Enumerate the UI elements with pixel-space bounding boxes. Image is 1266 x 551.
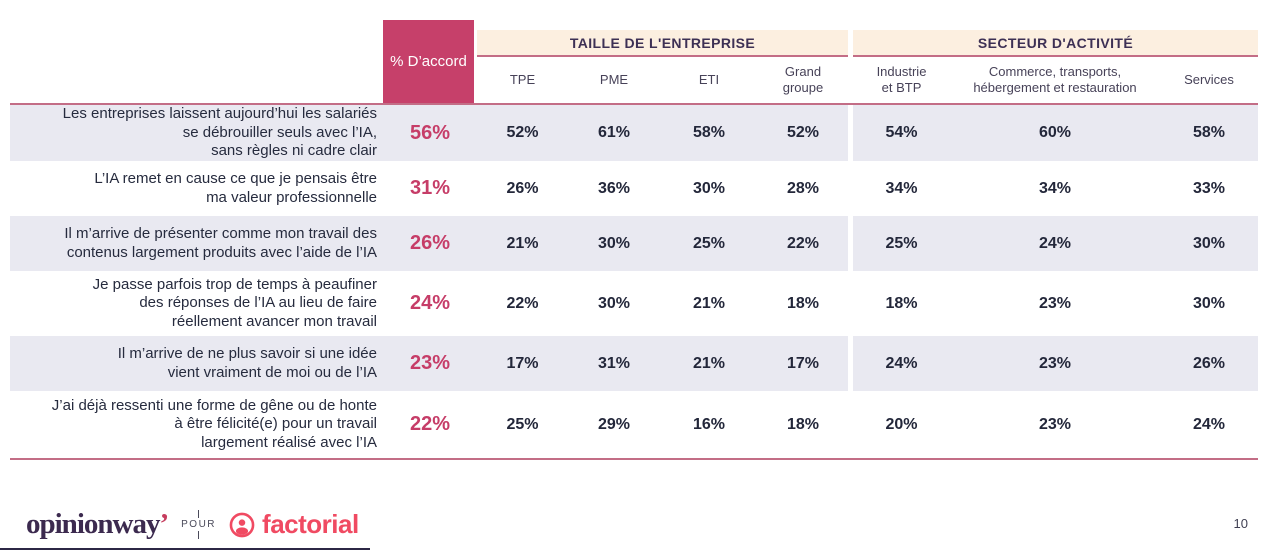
cell-value-pme: 61% [568, 105, 660, 161]
accord-value: 56% [383, 105, 477, 161]
table-row: Les entreprises laissent aujourd’hui les… [10, 105, 1258, 161]
cell-value-commerce: 24% [950, 216, 1160, 271]
table-row: J’ai déjà ressenti une forme de gêne ou … [10, 391, 1258, 460]
cell-value-tpe: 17% [477, 336, 568, 391]
cell-value-commerce: 23% [1038, 294, 1072, 312]
table-row: Je passe parfois trop de temps à peaufin… [10, 271, 1258, 336]
table-row: Il m’arrive de présenter comme mon trava… [10, 216, 1258, 271]
footer-logos: opinionway’ POUR factorial [26, 508, 359, 541]
cell-value-services: 26% [1160, 336, 1258, 391]
cell-value-eti: 16% [692, 415, 726, 433]
table-header: % D’accord TAILLE DE L'ENTREPRISE TPE PM… [10, 20, 1258, 105]
pour-divider: POUR [181, 510, 216, 539]
column-header-tpe: TPE [509, 72, 536, 87]
row-statement: Les entreprises laissent aujourd’hui les… [10, 105, 383, 161]
group-gap [848, 216, 853, 271]
survey-data-table: % D’accord TAILLE DE L'ENTREPRISE TPE PM… [10, 20, 1258, 460]
group-gap [848, 336, 853, 391]
group-gap [848, 105, 853, 161]
cell-value-pme: 30% [568, 216, 660, 271]
accord-value: 23% [383, 336, 477, 391]
row-statement: Je passe parfois trop de temps à peaufin… [92, 275, 377, 330]
cell-value-pme: 31% [568, 336, 660, 391]
cell-value-eti: 21% [660, 336, 758, 391]
cell-value-commerce: 23% [1038, 415, 1072, 433]
table-row: Il m’arrive de ne plus savoir si une idé… [10, 336, 1258, 391]
cell-value-grand-groupe: 18% [786, 415, 820, 433]
cell-value-commerce: 60% [950, 105, 1160, 161]
page-number: 10 [1233, 516, 1248, 531]
opinionway-logo: opinionway’ [26, 508, 169, 541]
cell-value-industrie: 54% [853, 105, 950, 161]
cell-value-eti: 30% [692, 179, 726, 197]
cell-value-industrie: 20% [885, 415, 918, 433]
column-header-pme: PME [599, 72, 629, 87]
column-header-eti: ETI [698, 72, 720, 87]
row-statement: Il m’arrive de présenter comme mon trava… [10, 216, 383, 271]
column-header-grand-groupe: Grand groupe [782, 64, 824, 95]
cell-value-tpe: 22% [506, 294, 539, 312]
cell-value-grand-groupe: 18% [786, 294, 820, 312]
accord-value: 24% [409, 292, 451, 314]
cell-value-tpe: 25% [506, 415, 539, 433]
factorial-person-icon [229, 512, 255, 538]
accord-column-header: % D’accord [383, 20, 477, 103]
cell-value-tpe: 26% [506, 179, 539, 197]
opinionway-accent-mark: ’ [159, 508, 169, 540]
footer-bottom-rule [0, 548, 370, 550]
cell-value-industrie: 24% [853, 336, 950, 391]
table-body: Les entreprises laissent aujourd’hui les… [10, 105, 1258, 460]
divider-tick-top [198, 510, 200, 518]
divider-tick-bottom [198, 531, 200, 539]
cell-value-tpe: 52% [477, 105, 568, 161]
opinionway-wordmark: opinionway [26, 508, 160, 540]
group-title-company-size: TAILLE DE L'ENTREPRISE [477, 30, 848, 57]
group-title-sector: SECTEUR D'ACTIVITÉ [853, 30, 1258, 57]
cell-value-services: 58% [1160, 105, 1258, 161]
cell-value-services: 24% [1192, 415, 1226, 433]
cell-value-pme: 29% [597, 415, 631, 433]
row-statement: J’ai déjà ressenti une forme de gêne ou … [51, 396, 377, 451]
cell-value-services: 30% [1160, 216, 1258, 271]
column-header-industrie: Industrie et BTP [876, 64, 927, 95]
accord-value: 31% [409, 177, 451, 199]
row-statement: Il m’arrive de ne plus savoir si une idé… [10, 336, 383, 391]
column-header-services: Services [1184, 72, 1234, 87]
cell-value-commerce: 23% [950, 336, 1160, 391]
cell-value-services: 33% [1192, 179, 1226, 197]
subheader-row-company-size: TPE PME ETI Grand groupe [477, 57, 848, 103]
cell-value-tpe: 21% [477, 216, 568, 271]
column-group-sector: SECTEUR D'ACTIVITÉ Industrie et BTP Comm… [853, 20, 1258, 103]
row-statement: L’IA remet en cause ce que je pensais êt… [94, 170, 377, 206]
accord-value: 26% [383, 216, 477, 271]
table-row: L’IA remet en cause ce que je pensais êt… [10, 161, 1258, 216]
cell-value-eti: 21% [692, 294, 726, 312]
pour-label: POUR [181, 519, 217, 530]
accord-value: 22% [409, 413, 451, 435]
cell-value-commerce: 34% [1038, 179, 1072, 197]
cell-value-eti: 58% [660, 105, 758, 161]
subheader-row-sector: Industrie et BTP Commerce, transports, h… [853, 57, 1258, 103]
cell-value-grand-groupe: 52% [758, 105, 848, 161]
column-group-company-size: TAILLE DE L'ENTREPRISE TPE PME ETI Grand… [477, 20, 848, 103]
cell-value-industrie: 18% [885, 294, 918, 312]
factorial-wordmark: factorial [262, 509, 359, 539]
cell-value-pme: 30% [597, 294, 631, 312]
cell-value-grand-groupe: 17% [758, 336, 848, 391]
cell-value-industrie: 25% [853, 216, 950, 271]
cell-value-industrie: 34% [885, 179, 918, 197]
column-header-commerce: Commerce, transports, hébergement et res… [973, 64, 1137, 95]
cell-value-pme: 36% [597, 179, 631, 197]
cell-value-eti: 25% [660, 216, 758, 271]
factorial-logo: factorial [229, 509, 359, 540]
cell-value-grand-groupe: 28% [786, 179, 820, 197]
cell-value-services: 30% [1192, 294, 1226, 312]
cell-value-grand-groupe: 22% [758, 216, 848, 271]
